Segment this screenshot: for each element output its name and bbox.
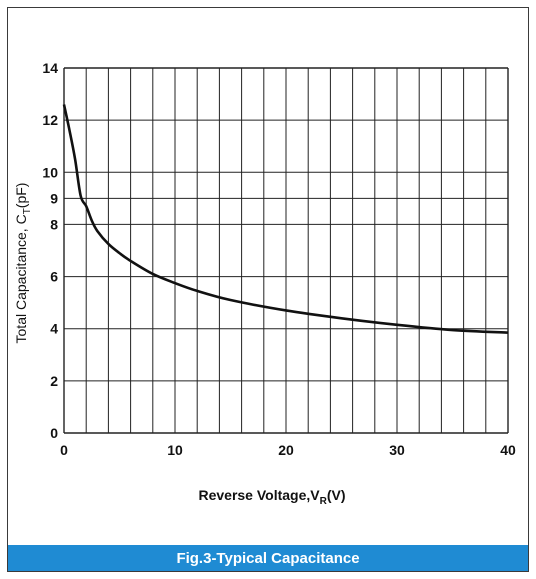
y-tick-label: 9: [50, 190, 58, 206]
y-tick-label: 0: [50, 425, 58, 441]
chart-svg: 0 10 20 30 40 0 2 4 6 8 9 10 12 14 Reverse Voltage,VR…: [13, 60, 516, 507]
y-axis-label: Total Capacitance, CT(pF): [13, 183, 33, 344]
x-tick-label: 20: [278, 442, 294, 458]
x-tick-label: 0: [60, 442, 68, 458]
capacitance-curve: [62, 104, 509, 334]
grid: [63, 67, 509, 434]
y-tick-label: 10: [42, 164, 58, 180]
y-tick-label: 6: [50, 269, 58, 285]
y-tick-label: 8: [50, 216, 58, 232]
x-axis-label: Reverse Voltage,VR(V): [198, 487, 345, 507]
chart-frame: 0 10 20 30 40 0 2 4 6 8 9 10 12 14 Reverse Voltage,VR…: [7, 7, 529, 572]
y-tick-label: 14: [42, 60, 58, 76]
x-tick-label: 30: [389, 442, 405, 458]
y-tick-label: 2: [50, 373, 58, 389]
y-tick-label: 4: [50, 321, 58, 337]
x-tick-label: 10: [167, 442, 183, 458]
x-tick-label: 40: [500, 442, 516, 458]
y-tick-label: 12: [42, 112, 58, 128]
figure-caption: Fig.3-Typical Capacitance: [8, 545, 528, 571]
tick-labels: 0 10 20 30 40 0 2 4 6 8 9 10 12 14: [42, 60, 516, 458]
